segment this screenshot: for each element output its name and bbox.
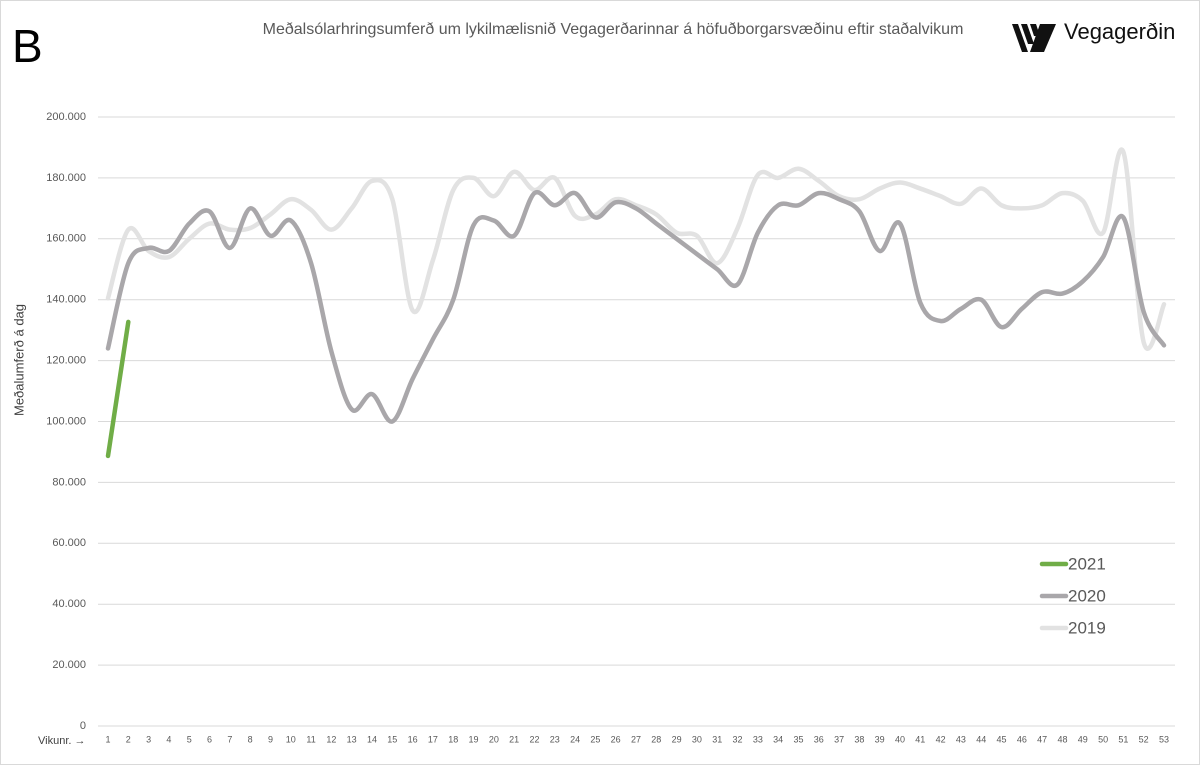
y-tick-label: 80.000 [52,476,86,488]
x-tick-label: 37 [834,734,844,744]
x-tick-label: 52 [1139,734,1149,744]
x-tick-label: 35 [793,734,803,744]
x-axis-label: Vikunr. → [38,735,86,747]
x-tick-label: 34 [773,734,783,744]
chart-title: Meðalsólarhringsumferð um lykilmælisnið … [263,21,964,38]
x-tick-label: 21 [509,734,519,744]
x-tick-label: 30 [692,734,702,744]
x-tick-label: 4 [166,734,171,744]
x-tick-label: 8 [248,734,253,744]
x-tick-label: 3 [146,734,151,744]
x-tick-label: 18 [448,734,458,744]
x-tick-label: 5 [187,734,192,744]
y-tick-label: 120.000 [46,355,86,367]
series-line [105,319,131,459]
y-tick-label: 160.000 [46,233,86,245]
x-tick-label: 1 [105,734,110,744]
y-tick-label: 140.000 [46,294,86,306]
y-tick-label: 60.000 [52,537,86,549]
y-tick-label: 20.000 [52,659,86,671]
x-tick-label: 25 [590,734,600,744]
x-tick-label: 51 [1118,734,1128,744]
x-tick-label: 23 [550,734,560,744]
x-tick-label: 44 [976,734,986,744]
legend: 2021 2020 2019 [1039,554,1106,637]
x-tick-label: 26 [611,734,621,744]
series-line [105,147,1167,351]
x-tick-label: 39 [875,734,885,744]
x-tick-label: 50 [1098,734,1108,744]
series-line [105,190,1167,424]
y-tick-label: 40.000 [52,598,86,610]
x-tick-label: 7 [227,734,232,744]
brand-logo [1012,24,1056,52]
y-tick-label: 180.000 [46,172,86,184]
x-tick-label: 22 [529,734,539,744]
x-tick-label: 48 [1057,734,1067,744]
x-tick-label: 43 [956,734,966,744]
x-tick-label: 53 [1159,734,1169,744]
x-tick-label: 45 [997,734,1007,744]
x-tick-label: 38 [854,734,864,744]
legend-label: 2019 [1068,618,1106,637]
x-tick-label: 40 [895,734,905,744]
x-tick-label: 14 [367,734,377,744]
y-tick-label: 0 [80,720,86,732]
x-tick-label: 13 [347,734,357,744]
y-axis-label: Meðalumferð á dag [11,304,26,416]
x-tick-label: 47 [1037,734,1047,744]
x-tick-label: 29 [672,734,682,744]
legend-label: 2021 [1068,554,1106,573]
x-tick-label: 20 [489,734,499,744]
y-tick-label: 200.000 [46,111,86,123]
brand-name: Vegagerðin [1064,19,1175,44]
y-tick-label: 100.000 [46,415,86,427]
x-tick-label: 17 [428,734,438,744]
x-tick-label: 11 [306,734,315,744]
panel-label: B [12,20,43,72]
x-tick-label: 46 [1017,734,1027,744]
x-tick-label: 6 [207,734,212,744]
x-tick-label: 15 [387,734,397,744]
legend-label: 2020 [1068,586,1106,605]
x-tick-label: 24 [570,734,580,744]
x-tick-label: 12 [326,734,336,744]
x-tick-label: 16 [408,734,418,744]
x-tick-label: 10 [286,734,296,744]
x-tick-label: 19 [469,734,479,744]
x-tick-label: 32 [733,734,743,744]
x-tick-label: 28 [651,734,661,744]
x-tick-label: 2 [126,734,131,744]
x-tick-label: 9 [268,734,273,744]
x-tick-label: 49 [1078,734,1088,744]
x-tick-label: 42 [936,734,946,744]
x-tick-label: 33 [753,734,763,744]
x-tick-label: 36 [814,734,824,744]
x-tick-label: 41 [915,734,925,744]
x-tick-label: 31 [712,734,722,744]
x-tick-label: 27 [631,734,641,744]
